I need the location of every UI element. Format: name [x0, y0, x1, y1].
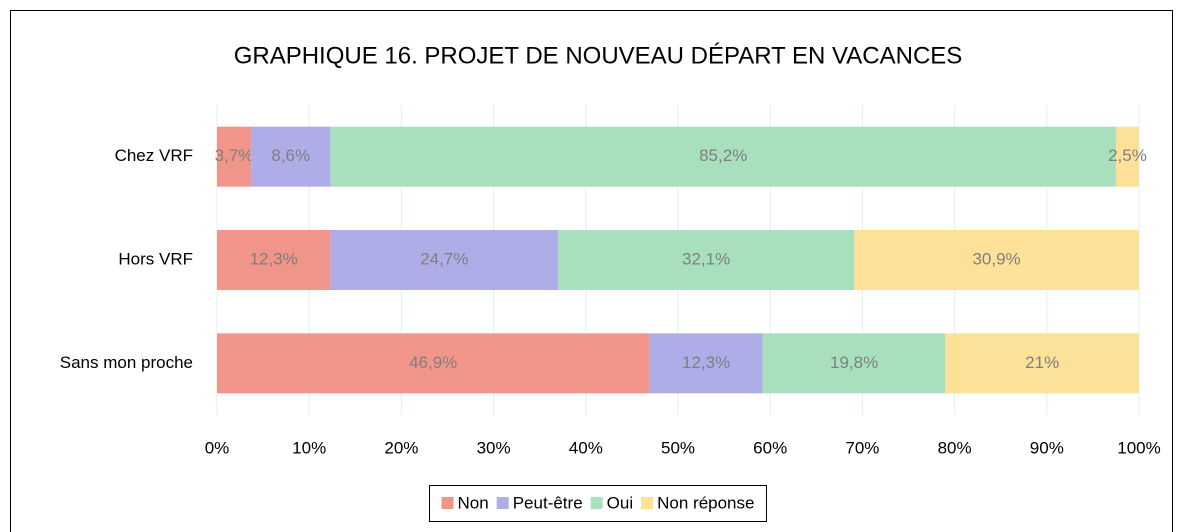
bar-segment: [649, 333, 763, 394]
legend-label: Peut-être: [513, 493, 583, 512]
legend-swatch: [441, 497, 454, 509]
chart-title: GRAPHIQUE 16. PROJET DE NOUVEAU DÉPART E…: [234, 42, 963, 69]
bar-segment: [217, 230, 331, 290]
value-label: 24,7%: [420, 249, 468, 268]
value-label: 32,1%: [682, 249, 730, 268]
x-tick-label: 10%: [292, 438, 326, 457]
bar-segment: [854, 230, 1139, 290]
value-label: 85,2%: [699, 146, 747, 165]
y-tick-label: Hors VRF: [118, 249, 193, 268]
x-tick-label: 90%: [1030, 438, 1064, 457]
x-tick-label: 100%: [1117, 438, 1160, 457]
legend-swatch: [496, 497, 509, 509]
value-label: 2,5%: [1108, 146, 1147, 165]
x-tick-label: 80%: [938, 438, 972, 457]
value-label: 8,6%: [271, 146, 310, 165]
value-label: 46,9%: [409, 353, 457, 372]
bar-segment: [1115, 126, 1139, 187]
x-tick-label: 60%: [753, 438, 787, 457]
value-label: 21%: [1025, 353, 1059, 372]
value-label: 12,3%: [250, 249, 298, 268]
bar-segment: [217, 333, 650, 394]
bar-segment: [217, 126, 252, 187]
bar-segment: [251, 126, 331, 187]
value-label: 19,8%: [830, 353, 878, 372]
y-tick-label: Sans mon proche: [60, 353, 193, 372]
x-tick-label: 40%: [569, 438, 603, 457]
x-tick-label: 30%: [477, 438, 511, 457]
legend-label: Non réponse: [657, 493, 754, 512]
bar-segment: [330, 126, 1116, 187]
legend-label: Oui: [607, 493, 633, 512]
x-tick-label: 50%: [661, 438, 695, 457]
value-label: 3,7%: [215, 146, 254, 165]
x-tick-label: 0%: [205, 438, 230, 457]
value-label: 12,3%: [682, 353, 730, 372]
y-tick-label: Chez VRF: [115, 146, 193, 165]
value-label: 30,9%: [972, 249, 1020, 268]
legend-swatch: [641, 497, 654, 509]
bar-segment: [330, 230, 559, 290]
bar-segment: [945, 333, 1139, 394]
legend: Non Peut-être Oui Non réponse: [429, 485, 767, 522]
x-tick-label: 70%: [845, 438, 879, 457]
bar-segment: [762, 333, 946, 394]
legend-swatch: [590, 497, 603, 509]
bar-segment: [558, 230, 855, 290]
legend-label: Non: [458, 493, 489, 512]
x-tick-label: 20%: [384, 438, 418, 457]
